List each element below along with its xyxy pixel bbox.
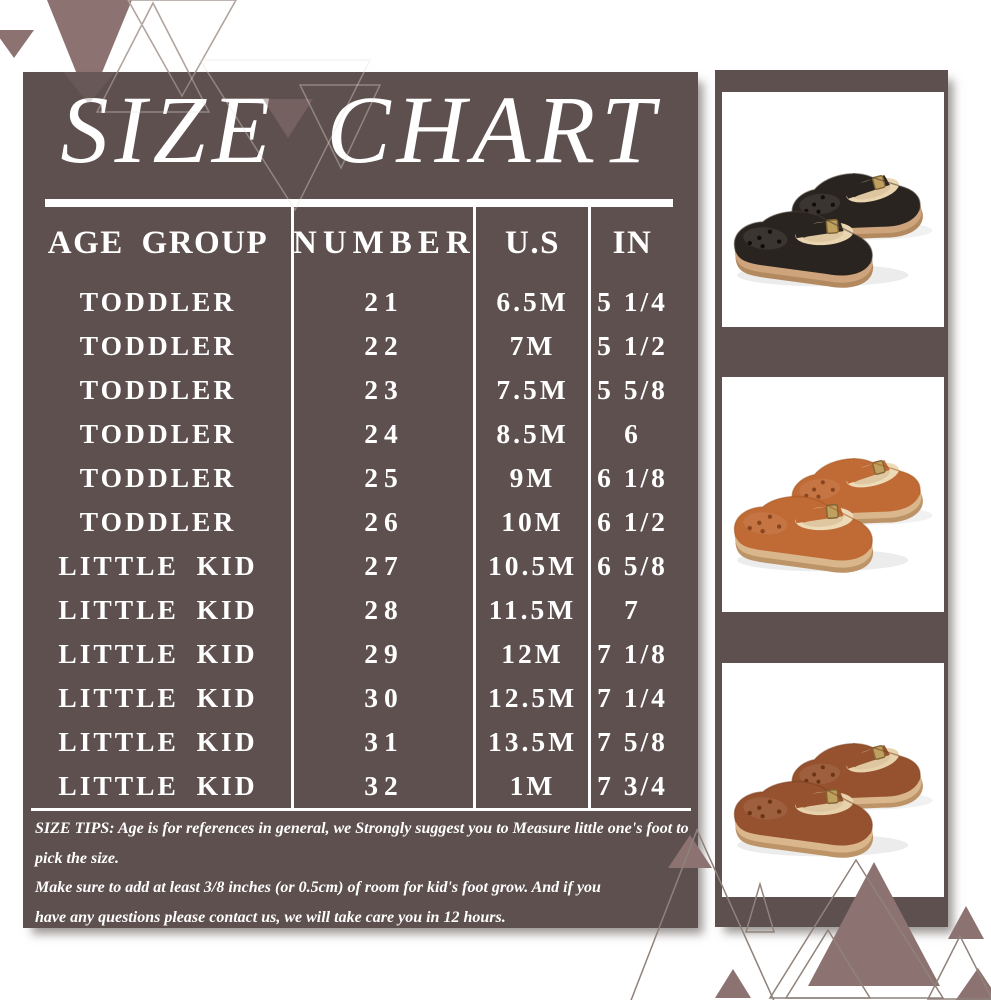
cell-age-group: TODDLER	[79, 374, 237, 405]
column-divider	[473, 207, 476, 808]
cell-inches: 5 5/8	[597, 374, 668, 405]
page-title: SIZE CHART	[60, 76, 661, 183]
cell-number: 29	[364, 638, 404, 669]
header-us-size: U.S	[505, 225, 560, 261]
cell-us-size: 11.5M	[488, 594, 577, 625]
cell-inches: 7 5/8	[597, 726, 668, 757]
header-age-group: AGE GROUP	[47, 225, 269, 261]
cell-age-group: LITTLE KID	[58, 682, 258, 713]
cell-age-group: LITTLE KID	[58, 770, 258, 801]
cell-number: 32	[364, 770, 404, 801]
size-tips-line: pick the size.	[35, 849, 119, 867]
cell-inches: 5 1/2	[597, 330, 668, 361]
cell-inches: 6 5/8	[597, 550, 668, 581]
table-row: LITTLE KID 28 11.5M 7	[23, 588, 675, 632]
cell-us-size: 13.5M	[487, 726, 578, 757]
cell-number: 25	[364, 462, 404, 493]
title-underline	[45, 199, 673, 207]
table-row: TODDLER 23 7.5M 5 5/8	[23, 368, 675, 412]
header-number: NUMBER	[293, 225, 476, 261]
table-row: TODDLER 26 10M 6 1/2	[23, 500, 675, 544]
size-tips-line: SIZE TIPS: Age is for references in gene…	[35, 820, 689, 837]
size-table: TODDLER 21 6.5M 5 1/4 TODDLER 22 7M 5 1/…	[23, 280, 675, 808]
cell-inches: 5 1/4	[597, 286, 668, 317]
brown-t-strap-shoes-image	[726, 685, 940, 875]
cell-number: 23	[364, 374, 404, 405]
shoe-photo-tan	[722, 377, 944, 612]
column-divider	[588, 207, 591, 808]
table-row: TODDLER 22 7M 5 1/2	[23, 324, 675, 368]
size-tips-line: have any questions please contact us, we…	[35, 908, 506, 926]
cell-number: 27	[364, 550, 404, 581]
cell-number: 24	[364, 418, 404, 449]
table-row: LITTLE KID 32 1M 7 3/4	[23, 764, 675, 808]
cell-age-group: LITTLE KID	[58, 594, 258, 625]
tips-divider	[31, 808, 691, 811]
cell-inches: 6 1/2	[597, 506, 668, 537]
cell-us-size: 6.5M	[496, 286, 569, 317]
shoe-photo-brown	[722, 663, 944, 897]
table-row: LITTLE KID 27 10.5M 6 5/8	[23, 544, 675, 588]
cell-inches: 7	[624, 594, 641, 625]
table-row: TODDLER 21 6.5M 5 1/4	[23, 280, 675, 324]
cell-us-size: 1M	[509, 770, 556, 801]
cell-number: 26	[364, 506, 404, 537]
cell-age-group: LITTLE KID	[58, 550, 258, 581]
cell-us-size: 7.5M	[496, 374, 569, 405]
cell-inches: 6	[624, 418, 641, 449]
cell-inches: 7 1/8	[597, 638, 668, 669]
black-t-strap-shoes-image	[726, 115, 940, 305]
header-inches: IN	[612, 225, 653, 261]
cell-us-size: 12M	[501, 638, 564, 669]
cell-age-group: LITTLE KID	[58, 726, 258, 757]
cell-number: 22	[364, 330, 404, 361]
cell-us-size: 10M	[501, 506, 564, 537]
cell-age-group: TODDLER	[79, 418, 237, 449]
cell-age-group: TODDLER	[79, 330, 237, 361]
cell-number: 31	[364, 726, 404, 757]
cell-number: 28	[364, 594, 404, 625]
cell-inches: 6 1/8	[597, 462, 668, 493]
cell-age-group: LITTLE KID	[58, 638, 258, 669]
cell-us-size: 10.5M	[487, 550, 578, 581]
size-chart-panel: SIZE CHART AGE GROUP NUMBER U.S IN TODDL…	[23, 72, 698, 928]
cell-us-size: 12.5M	[487, 682, 578, 713]
cell-inches: 7 3/4	[597, 770, 668, 801]
cell-number: 21	[364, 286, 404, 317]
cell-age-group: TODDLER	[79, 286, 237, 317]
cell-age-group: TODDLER	[79, 462, 237, 493]
shoe-photo-black	[722, 92, 944, 327]
cell-us-size: 9M	[509, 462, 556, 493]
cell-us-size: 8.5M	[496, 418, 569, 449]
column-divider	[291, 207, 294, 808]
size-tips: SIZE TIPS: Age is for references in gene…	[35, 814, 690, 932]
table-row: LITTLE KID 30 12.5M 7 1/4	[23, 676, 675, 720]
size-tips-line: Make sure to add at least 3/8 inches (or…	[35, 879, 601, 896]
tan-t-strap-shoes-image	[726, 400, 940, 590]
cell-us-size: 7M	[509, 330, 556, 361]
table-row: TODDLER 24 8.5M 6	[23, 412, 675, 456]
table-row: TODDLER 25 9M 6 1/8	[23, 456, 675, 500]
cell-inches: 7 1/4	[597, 682, 668, 713]
cell-number: 30	[364, 682, 404, 713]
cell-age-group: TODDLER	[79, 506, 237, 537]
table-row: LITTLE KID 29 12M 7 1/8	[23, 632, 675, 676]
table-row: LITTLE KID 31 13.5M 7 5/8	[23, 720, 675, 764]
table-header-row: AGE GROUP NUMBER U.S IN	[23, 207, 675, 280]
product-photo-column	[715, 70, 948, 927]
